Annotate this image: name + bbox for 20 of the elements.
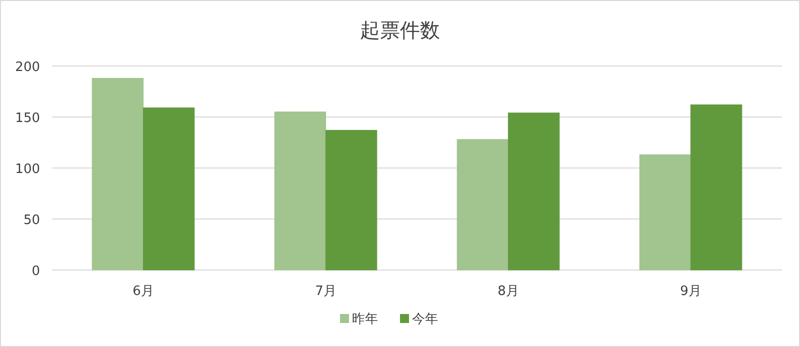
legend-label: 昨年 (352, 312, 378, 327)
y-tick-label: 150 (15, 111, 40, 126)
x-tick-label: 8月 (498, 284, 519, 299)
y-tick-label: 50 (23, 213, 40, 228)
bar (690, 104, 742, 270)
x-tick-label: 7月 (315, 284, 336, 299)
bar (142, 108, 195, 270)
chart-title: 起票件数 (360, 18, 440, 42)
legend-label: 今年 (412, 312, 438, 327)
y-tick-label: 200 (15, 60, 40, 75)
bar (456, 139, 509, 270)
bar (274, 112, 326, 270)
y-tick-label: 0 (32, 264, 40, 279)
x-tick-label: 9月 (680, 284, 702, 299)
bar (508, 112, 560, 270)
bar (639, 154, 692, 270)
x-tick-label: 6月 (132, 284, 154, 299)
y-tick-label: 100 (15, 162, 40, 177)
bar (92, 78, 144, 270)
bar (325, 130, 378, 270)
